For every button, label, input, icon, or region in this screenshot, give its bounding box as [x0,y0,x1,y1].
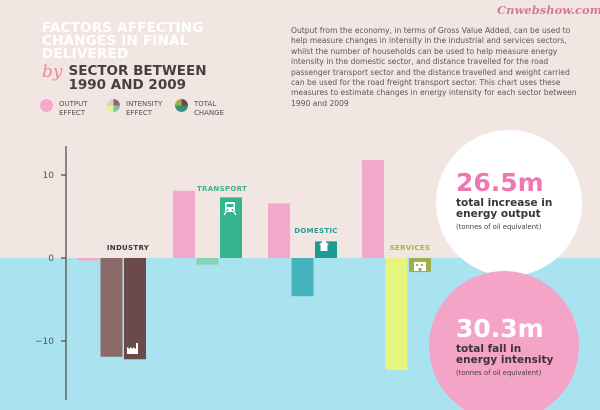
legend-swatch-total [175,99,188,112]
stat-fall-unit: (tonnes of oil equivalent) [456,369,542,377]
legend-intensity-line2: effect [126,108,153,117]
stat-fall-line1: total fall in [456,343,522,355]
sector-labels: INDUSTRY TRANSPORT DOMESTIC SERVICES [107,185,430,252]
stat-circle-increase [436,130,582,276]
bar-output-industry [77,258,99,261]
y-axis: 10 0 −10 [35,146,67,400]
legend-total-change: Total change [175,99,224,117]
description-text: Output from the economy, in terms of Gro… [291,26,577,108]
stat-increase: 26.5m total increase in energy output (t… [456,170,552,231]
stat-increase-line1: total increase in [456,197,553,209]
stat-fall-value: 30.3m [456,314,544,343]
sector-label-services: SERVICES [390,244,431,252]
legend-output-effect: Output effect [40,99,88,117]
legend-output-line2: effect [59,108,86,117]
factory-icon [127,343,138,354]
stat-fall: 30.3m total fall in energy intensity (to… [456,316,553,377]
watermark-text: Cnwebshow.com [497,3,600,17]
bar-intensity-transport [196,258,219,265]
legend-output-line1: Output [59,100,88,108]
legend-total-line1: Total [194,100,217,108]
bar-intensity-services [385,258,408,371]
bar-output-transport [173,190,195,258]
legend-intensity-effect: Intensity effect [107,99,162,117]
legend-swatch-intensity [107,99,120,112]
stat-increase-value: 26.5m [456,168,544,197]
bar-output-domestic [268,203,290,258]
legend-intensity-line1: Intensity [126,100,163,108]
train-icon [223,202,237,216]
bar-output-services [362,160,384,258]
y-tick-label: 0 [48,254,54,264]
legend-swatch-output [40,99,53,112]
stat-increase-line2: energy output [456,208,541,220]
y-tick-label: 10 [43,171,55,181]
chart-title: Factors affecting changes in final deliv… [42,20,272,93]
sector-label-transport: TRANSPORT [197,185,247,193]
stat-fall-line2: energy intensity [456,354,554,366]
sector-icons [127,202,426,354]
stat-circle-fall [429,271,579,410]
title-line-4: 1990 and 2009 [68,77,187,93]
sector-label-industry: INDUSTRY [107,244,150,252]
bar-intensity-domestic [291,258,314,297]
title-by: by [42,62,63,82]
title-line-2: changes in final delivered [42,33,189,62]
legend-total-line2: change [194,108,225,117]
stat-increase-unit: (tonnes of oil equivalent) [456,223,542,231]
bar-total-industry [124,258,146,360]
house-icon [319,240,329,251]
bar-intensity-industry [100,258,123,357]
title-line-3: sector between [68,63,207,79]
office-icon [414,262,426,271]
bars [77,160,431,371]
title-line-1: Factors affecting [42,20,204,36]
sector-label-domestic: DOMESTIC [294,227,337,235]
y-tick-label: −10 [35,337,54,347]
